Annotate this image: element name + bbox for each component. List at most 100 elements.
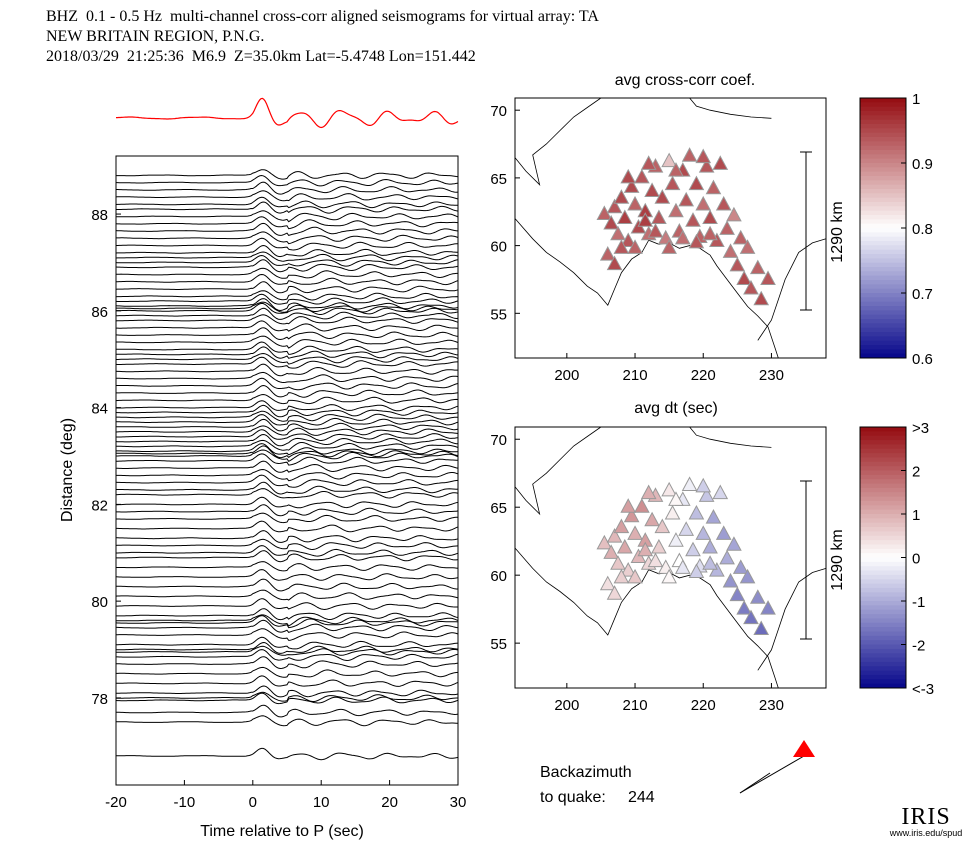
x-tick-label: -20 (105, 794, 127, 811)
seismogram-trace (116, 561, 459, 572)
seismogram-trace (116, 608, 459, 621)
station-triangle (661, 152, 677, 168)
map-x-tick-label: 200 (554, 697, 579, 714)
seismogram-trace (115, 222, 459, 236)
station-triangle (644, 511, 660, 527)
seismogram-trace (115, 538, 459, 551)
colorbar-tick-label: 0.6 (912, 351, 933, 368)
seismogram-trace (116, 649, 459, 662)
x-axis-label: Time relative to P (sec) (200, 823, 364, 840)
seismogram-trace (115, 569, 459, 581)
seismogram-trace (115, 488, 459, 499)
station-triangle (674, 559, 691, 574)
station-triangle (753, 290, 770, 306)
seismogram-trace (116, 550, 459, 563)
station-triangle (616, 538, 633, 554)
seismogram-trace (116, 504, 459, 517)
colorbar-segment (860, 189, 906, 194)
colorbar-segment (860, 262, 906, 268)
canada-border (757, 568, 827, 671)
quake-triangle-icon (793, 740, 815, 757)
y-tick-label: 88 (91, 207, 108, 224)
map-x-tick-label: 220 (691, 697, 716, 714)
colorbar-segment (860, 500, 906, 506)
title-line-2: NEW BRITAIN REGION, P.N.G. (46, 28, 265, 45)
colorbar-tick-label: >3 (912, 420, 929, 437)
map-y-tick-label: 65 (490, 171, 507, 188)
seismogram-trace (116, 598, 458, 611)
colorbar-segment (860, 553, 906, 558)
colorbar-segment (860, 202, 906, 207)
station-triangle (695, 148, 712, 164)
station-triangle (685, 541, 701, 557)
station-triangle (688, 563, 705, 578)
station-triangle (749, 259, 766, 275)
colorbar-segment (860, 193, 906, 199)
colorbar-tick-label: 1 (912, 507, 920, 524)
seismogram-trace (116, 346, 459, 359)
map-y-tick-label: 70 (490, 103, 507, 120)
station-triangle (753, 620, 770, 636)
seismogram-trace (116, 685, 459, 698)
seismogram-trace (115, 439, 459, 451)
station-triangle (613, 518, 630, 534)
station-triangle (613, 568, 630, 584)
station-triangle (739, 239, 756, 254)
station-triangle (610, 225, 626, 241)
seismogram-trace (116, 341, 459, 355)
station-triangle (647, 552, 664, 568)
colorbar-segment (860, 640, 906, 645)
colorbar-segment (860, 435, 906, 441)
station-triangle (695, 525, 712, 540)
colorbar-segment (860, 184, 906, 190)
seismogram-trace (116, 520, 459, 533)
coastline (689, 97, 772, 119)
map-y-tick-label: 55 (490, 306, 507, 323)
station-triangle (637, 212, 654, 227)
colorbar-segment (860, 622, 906, 628)
seismogram-trace (116, 320, 459, 332)
colorbar-segment (860, 171, 906, 177)
seismogram-trace (115, 404, 459, 418)
station-triangle (715, 195, 732, 211)
seismogram-trace (116, 666, 459, 678)
colorbar-segment (860, 219, 906, 225)
canada-border (757, 238, 827, 341)
station-triangle (651, 209, 667, 225)
backazimuth-label: Backazimuth (540, 764, 632, 781)
station-triangle (661, 481, 677, 497)
logo-text: IRIS (901, 804, 951, 830)
station-triangle (712, 155, 729, 170)
colorbar-tick-label: 0.8 (912, 221, 933, 238)
colorbar-segment (860, 336, 906, 342)
colorbar-segment (860, 98, 906, 103)
station-triangle (623, 178, 640, 193)
colorbar-segment (860, 583, 906, 589)
y-tick-label: 86 (91, 304, 108, 321)
x-tick-label: -10 (174, 794, 196, 811)
seismogram-trace (115, 425, 459, 436)
coastline (514, 97, 602, 186)
coastline (689, 426, 772, 448)
seismogram-trace (116, 453, 459, 466)
station-triangle (620, 232, 637, 248)
colorbar-segment (860, 275, 906, 281)
colorbar-segment (860, 271, 906, 277)
colorbar-segment (860, 587, 906, 593)
station-triangle (698, 487, 715, 502)
map-x-tick-label: 200 (554, 367, 579, 384)
station-triangle (722, 572, 739, 588)
station-triangle (719, 220, 735, 235)
logo-url: www.iris.edu/spud (889, 828, 963, 838)
colorbar-segment (860, 249, 906, 255)
station-triangle (722, 243, 739, 258)
colorbar-segment (860, 666, 906, 672)
station-triangle (610, 555, 626, 570)
seismogram-trace (115, 216, 459, 230)
station-triangle (668, 162, 684, 177)
colorbar-segment (860, 111, 906, 116)
colorbar-segment (860, 310, 906, 316)
scale-bar-label-1: 1290 km (829, 201, 846, 262)
map-x-tick-label: 230 (759, 367, 784, 384)
